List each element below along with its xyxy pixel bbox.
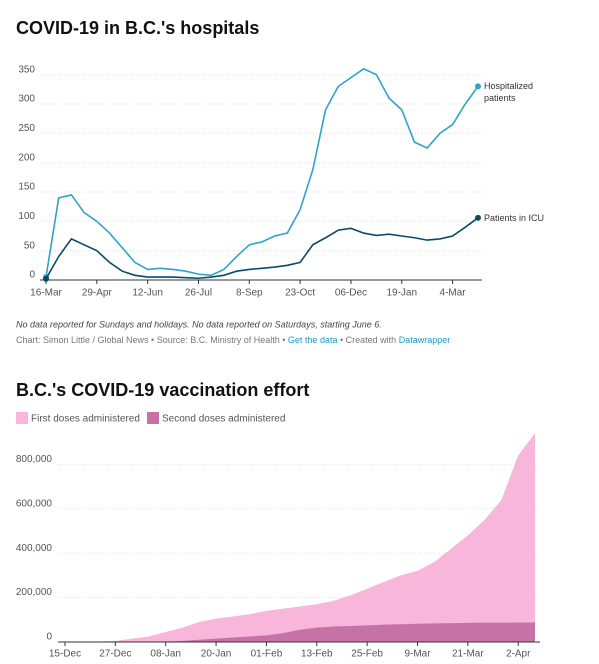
x-tick-label: 15-Dec: [49, 649, 81, 660]
x-tick-label: 8-Sep: [236, 288, 263, 299]
x-tick-label: 08-Jan: [150, 649, 181, 660]
x-tick-label: 29-Apr: [82, 288, 113, 299]
x-tick-label: 16-Mar: [30, 288, 62, 299]
x-tick-label: 12-Jun: [132, 288, 163, 299]
x-tick-label: 2-Apr: [506, 649, 531, 660]
series-name: Patients in ICU: [484, 212, 545, 223]
y-tick-label: 0: [46, 632, 52, 643]
start-dot: [43, 275, 49, 282]
line-label: Hospitalized patients: [484, 81, 534, 104]
x-tick-label: 20-Jan: [201, 649, 232, 660]
x-tick-label: 9-Mar: [404, 649, 431, 660]
y-tick-label: 50: [24, 240, 36, 251]
x-tick-label: 06-Dec: [335, 288, 367, 299]
legend-label: Second doses administered: [162, 414, 285, 425]
y-tick-label: 350: [18, 64, 35, 75]
area: [65, 433, 535, 642]
x-tick-label: 01-Feb: [251, 649, 283, 660]
x-tick-label: 19-Jan: [386, 288, 417, 299]
y-tick-label: 600,000: [16, 498, 53, 509]
x-tick-label: 23-Oct: [285, 288, 315, 299]
end-dot: [475, 83, 481, 90]
y-tick-label: 150: [18, 182, 35, 193]
line: [45, 217, 479, 280]
credit-text: Chart: Simon Little / Global News • Sour…: [16, 335, 285, 345]
y-tick-label: 400,000: [16, 543, 53, 554]
line-label: Patients in ICU: [484, 212, 545, 223]
legend-label: First doses administered: [31, 414, 140, 425]
legend-swatch: [147, 412, 159, 424]
created-with: • Created with: [340, 335, 396, 345]
y-tick-label: 0: [29, 270, 35, 281]
x-tick-label: 13-Feb: [301, 649, 333, 660]
series-name: Hospitalized patients: [484, 81, 534, 104]
x-tick-label: 21-Mar: [452, 649, 484, 660]
y-tick-label: 250: [18, 123, 35, 134]
credit: Chart: Simon Little / Global News • Sour…: [16, 335, 450, 345]
y-tick-label: 100: [18, 211, 35, 222]
get-data-link[interactable]: Get the data: [288, 335, 338, 345]
x-tick-label: 27-Dec: [99, 649, 131, 660]
y-tick-label: 200: [18, 152, 35, 163]
end-dot: [475, 214, 481, 221]
note: No data reported for Sundays and holiday…: [16, 319, 382, 329]
chart-title: B.C.'s COVID-19 vaccination effort: [16, 380, 309, 400]
y-tick-label: 200,000: [16, 587, 53, 598]
area: [65, 622, 535, 642]
x-tick-label: 4-Mar: [440, 288, 467, 299]
x-tick-label: 25-Feb: [351, 649, 383, 660]
x-tick-label: 26-Jul: [185, 288, 212, 299]
tool-link[interactable]: Datawrapper: [399, 335, 451, 345]
y-tick-label: 800,000: [16, 454, 53, 465]
chart-title: COVID-19 in B.C.'s hospitals: [16, 18, 259, 38]
y-tick-label: 300: [18, 94, 35, 105]
line: [45, 67, 479, 278]
legend-swatch: [16, 412, 28, 424]
